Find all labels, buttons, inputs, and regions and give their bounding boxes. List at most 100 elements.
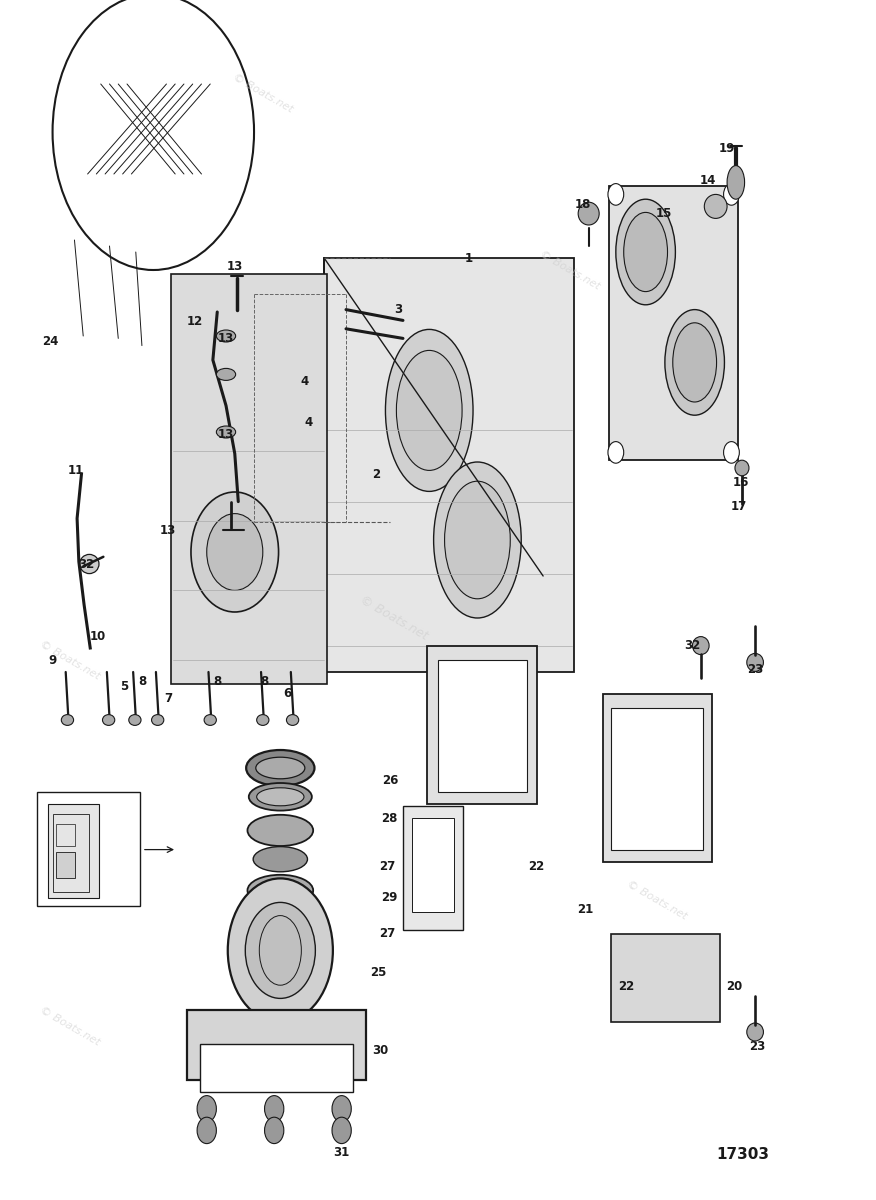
Text: © Boats.net: © Boats.net <box>39 1004 102 1048</box>
Text: 11: 11 <box>67 464 83 476</box>
Text: 13: 13 <box>160 524 176 536</box>
Text: 1: 1 <box>464 252 473 264</box>
Ellipse shape <box>735 460 749 475</box>
Ellipse shape <box>692 636 710 655</box>
Ellipse shape <box>216 330 236 342</box>
Text: 32: 32 <box>78 558 94 570</box>
Circle shape <box>197 1117 216 1144</box>
Ellipse shape <box>578 202 599 226</box>
Circle shape <box>608 442 624 463</box>
Ellipse shape <box>673 323 717 402</box>
Text: 17303: 17303 <box>717 1147 769 1162</box>
Ellipse shape <box>249 782 312 811</box>
Text: 29: 29 <box>381 892 397 904</box>
Ellipse shape <box>152 714 164 725</box>
Ellipse shape <box>216 426 236 438</box>
Circle shape <box>265 1117 284 1144</box>
Text: © Boats.net: © Boats.net <box>538 248 601 292</box>
Text: 25: 25 <box>371 966 386 978</box>
Circle shape <box>228 878 333 1022</box>
Text: 3: 3 <box>394 304 403 316</box>
Text: 18: 18 <box>575 198 590 210</box>
Circle shape <box>207 514 263 590</box>
Text: 13: 13 <box>218 332 234 344</box>
Ellipse shape <box>257 787 304 806</box>
Ellipse shape <box>256 757 305 779</box>
Text: © Boats.net: © Boats.net <box>231 72 294 115</box>
Text: 19: 19 <box>719 143 735 155</box>
Ellipse shape <box>204 714 216 725</box>
Circle shape <box>724 184 739 205</box>
Circle shape <box>191 492 279 612</box>
Ellipse shape <box>246 750 314 786</box>
Text: 17: 17 <box>731 500 746 512</box>
Text: 22: 22 <box>618 980 634 992</box>
Text: 14: 14 <box>700 174 716 186</box>
Text: 21: 21 <box>577 904 593 916</box>
Bar <box>324 258 574 672</box>
Bar <box>171 274 327 684</box>
Bar <box>187 1010 366 1080</box>
Ellipse shape <box>216 368 236 380</box>
Ellipse shape <box>727 166 745 199</box>
Text: 13: 13 <box>227 260 243 272</box>
Text: 27: 27 <box>379 860 395 872</box>
Text: 7: 7 <box>164 692 173 704</box>
Text: 28: 28 <box>381 812 397 824</box>
Bar <box>609 186 738 460</box>
Ellipse shape <box>624 212 668 292</box>
Ellipse shape <box>704 194 727 218</box>
Text: 8: 8 <box>213 676 222 688</box>
Text: © Boats.net: © Boats.net <box>625 878 689 922</box>
Ellipse shape <box>129 714 141 725</box>
Bar <box>412 818 454 912</box>
Text: 8: 8 <box>260 676 269 688</box>
Bar <box>53 814 89 892</box>
Text: 26: 26 <box>382 774 398 786</box>
Bar <box>56 852 75 878</box>
Ellipse shape <box>253 847 307 871</box>
Text: © Boats.net: © Boats.net <box>39 638 102 682</box>
Bar <box>611 708 703 850</box>
Ellipse shape <box>61 714 74 725</box>
Text: 30: 30 <box>372 1044 388 1056</box>
Ellipse shape <box>286 714 299 725</box>
Bar <box>427 646 537 804</box>
Bar <box>37 792 140 906</box>
Bar <box>56 824 75 846</box>
Circle shape <box>332 1096 351 1122</box>
Ellipse shape <box>746 653 764 671</box>
Text: 5: 5 <box>120 680 129 692</box>
Text: 31: 31 <box>334 1146 350 1158</box>
Ellipse shape <box>396 350 463 470</box>
Circle shape <box>724 442 739 463</box>
Text: 23: 23 <box>747 664 763 676</box>
Ellipse shape <box>308 1038 317 1049</box>
Text: 2: 2 <box>372 468 381 480</box>
Polygon shape <box>611 934 720 1022</box>
Text: 4: 4 <box>300 376 309 388</box>
Polygon shape <box>403 806 463 930</box>
Circle shape <box>197 1096 216 1122</box>
Text: 24: 24 <box>43 336 59 348</box>
Text: 8: 8 <box>138 676 147 688</box>
Text: 4: 4 <box>304 416 313 428</box>
Text: 13: 13 <box>218 428 234 440</box>
Text: 12: 12 <box>187 316 202 328</box>
Circle shape <box>265 1096 284 1122</box>
Text: 10: 10 <box>90 630 106 642</box>
Ellipse shape <box>385 329 473 492</box>
Ellipse shape <box>247 815 314 846</box>
Text: 32: 32 <box>684 640 700 652</box>
Text: 27: 27 <box>379 928 395 940</box>
Ellipse shape <box>746 1022 764 1040</box>
Text: 9: 9 <box>48 654 57 666</box>
Ellipse shape <box>257 714 269 725</box>
Ellipse shape <box>102 714 115 725</box>
Ellipse shape <box>434 462 521 618</box>
Ellipse shape <box>80 554 99 574</box>
Text: 22: 22 <box>528 860 544 872</box>
Text: 23: 23 <box>750 1040 766 1052</box>
Bar <box>48 804 99 898</box>
Text: 20: 20 <box>726 980 742 992</box>
